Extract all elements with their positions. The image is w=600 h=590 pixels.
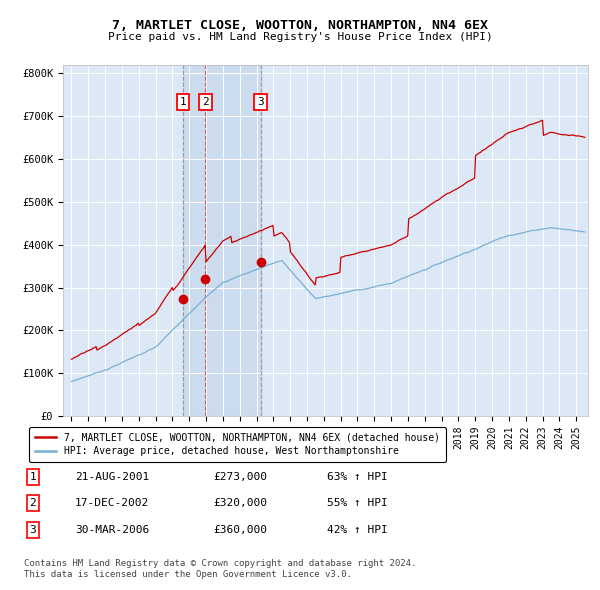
Text: 55% ↑ HPI: 55% ↑ HPI [327, 499, 388, 508]
Text: Contains HM Land Registry data © Crown copyright and database right 2024.
This d: Contains HM Land Registry data © Crown c… [24, 559, 416, 579]
Text: 1: 1 [180, 97, 187, 107]
Text: 63% ↑ HPI: 63% ↑ HPI [327, 472, 388, 481]
Text: 2: 2 [29, 499, 37, 508]
Text: 21-AUG-2001: 21-AUG-2001 [75, 472, 149, 481]
Text: 7, MARTLET CLOSE, WOOTTON, NORTHAMPTON, NN4 6EX: 7, MARTLET CLOSE, WOOTTON, NORTHAMPTON, … [112, 19, 488, 32]
Text: 17-DEC-2002: 17-DEC-2002 [75, 499, 149, 508]
Text: £320,000: £320,000 [213, 499, 267, 508]
Bar [183, 65, 260, 416]
Legend: 7, MARTLET CLOSE, WOOTTON, NORTHAMPTON, NN4 6EX (detached house), HPI: Average p: 7, MARTLET CLOSE, WOOTTON, NORTHAMPTON, … [29, 427, 446, 463]
Text: Price paid vs. HM Land Registry's House Price Index (HPI): Price paid vs. HM Land Registry's House … [107, 32, 493, 42]
Text: 2: 2 [202, 97, 209, 107]
Text: £360,000: £360,000 [213, 525, 267, 535]
Text: 3: 3 [29, 525, 37, 535]
Text: 3: 3 [257, 97, 264, 107]
Text: 30-MAR-2006: 30-MAR-2006 [75, 525, 149, 535]
Text: 1: 1 [29, 472, 37, 481]
Text: 42% ↑ HPI: 42% ↑ HPI [327, 525, 388, 535]
Text: £273,000: £273,000 [213, 472, 267, 481]
